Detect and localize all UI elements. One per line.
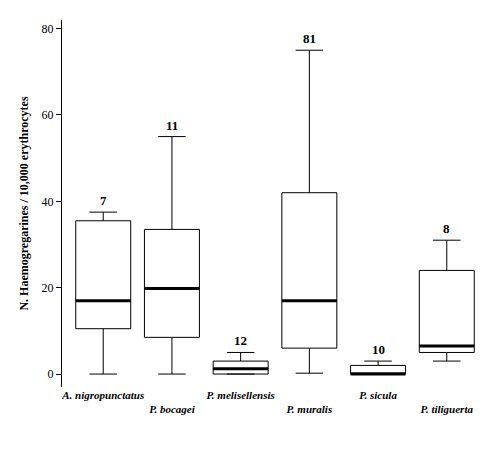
svg-text:N. Haemogregarines / 10,000 er: N. Haemogregarines / 10,000 erythrocytes — [17, 96, 31, 311]
svg-text:11: 11 — [166, 118, 178, 133]
svg-text:8: 8 — [443, 221, 450, 236]
svg-text:10: 10 — [372, 342, 385, 357]
svg-text:P. melisellensis: P. melisellensis — [207, 389, 275, 401]
svg-text:80: 80 — [42, 22, 54, 36]
svg-text:40: 40 — [42, 195, 54, 209]
svg-text:60: 60 — [42, 108, 54, 122]
svg-text:20: 20 — [42, 281, 54, 295]
svg-text:7: 7 — [100, 193, 107, 208]
svg-text:81: 81 — [303, 31, 316, 46]
svg-text:P. sicula: P. sicula — [359, 389, 397, 401]
svg-text:P. bocagei: P. bocagei — [149, 403, 196, 415]
svg-text:A. nigropunctatus: A. nigropunctatus — [61, 389, 144, 401]
svg-text:12: 12 — [234, 333, 247, 348]
svg-text:P. tiliguerta: P. tiliguerta — [421, 403, 474, 415]
svg-text:P. muralis: P. muralis — [287, 403, 333, 415]
svg-text:0: 0 — [48, 367, 54, 381]
